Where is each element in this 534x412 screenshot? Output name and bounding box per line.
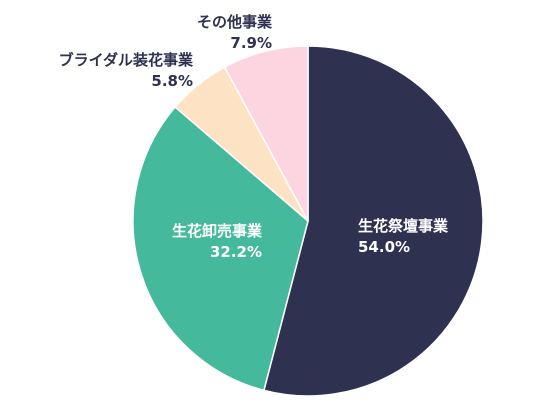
slice-value: 32.2%: [210, 243, 262, 261]
pie-slice: [262, 45, 484, 397]
slice-value: 54.0%: [358, 238, 410, 256]
slice-name: その他事業: [197, 13, 273, 31]
pie-slice: [132, 105, 309, 392]
slice-name: ブライダル装花事業: [59, 51, 194, 69]
slice-label: その他事業 7.9%: [197, 13, 273, 52]
slice-label: ブライダル装花事業 5.8%: [59, 51, 194, 90]
slice-name: 生花祭壇事業: [358, 217, 449, 235]
pie-labels: 生花祭壇事業 54.0% 生花卸売事業 32.2% ブライダル装花事業 5.8% その他事業…: [59, 13, 449, 261]
slice-label: 生花卸売事業 32.2%: [172, 222, 263, 261]
slice-label: 生花祭壇事業 54.0%: [358, 217, 449, 256]
slice-name: 生花卸売事業: [172, 222, 263, 240]
pie-slice: [223, 45, 309, 222]
slice-value: 7.9%: [230, 34, 272, 52]
slice-value: 5.8%: [151, 72, 193, 90]
pie-slices: [132, 45, 484, 397]
